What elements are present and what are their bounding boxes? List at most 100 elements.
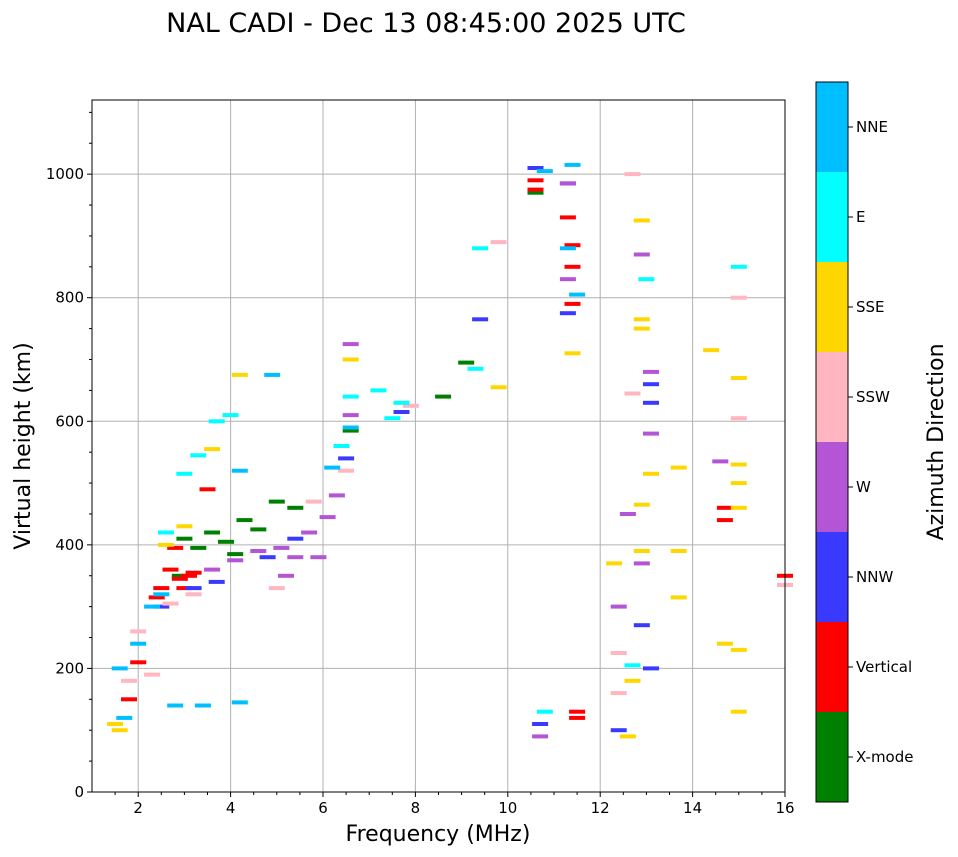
data-point-nne [167, 703, 184, 708]
data-point-x-mode [458, 360, 475, 365]
data-point-ssw [162, 601, 179, 606]
data-point-ssw [610, 691, 627, 696]
colorbar-swatch [816, 82, 848, 172]
colorbar-swatch [816, 442, 848, 532]
data-point-x-mode [268, 499, 285, 504]
data-points [107, 162, 793, 739]
x-tick-label: 14 [683, 799, 702, 817]
data-point-e [190, 453, 207, 458]
data-point-sse [564, 351, 581, 356]
data-point-vertical [527, 178, 544, 183]
data-point-nne [264, 372, 281, 377]
data-point-w [559, 181, 576, 186]
data-point-x-mode [204, 530, 221, 535]
data-point-w [301, 530, 318, 535]
data-point-nne [536, 169, 553, 174]
plot-frame [91, 99, 786, 793]
data-point-x-mode [176, 536, 193, 541]
x-tick-label: 2 [133, 799, 143, 817]
data-point-nnw [287, 536, 304, 541]
data-point-nnw [527, 166, 544, 170]
data-point-w [619, 512, 636, 516]
data-point-w [328, 493, 345, 498]
data-point-nnw [338, 456, 355, 461]
colorbar-swatch [816, 172, 848, 262]
x-tick-label: 10 [498, 799, 517, 817]
x-tick-label: 6 [318, 799, 328, 817]
data-point-w [610, 604, 627, 609]
data-point-e [624, 663, 641, 668]
data-point-ssw [402, 403, 419, 408]
data-point-sse [643, 471, 659, 476]
data-point-nnw [208, 579, 225, 584]
data-point-nnw [643, 400, 659, 405]
colorbar-tick-label: NNE [856, 118, 888, 136]
data-point-w [204, 567, 221, 572]
data-point-nnw [643, 666, 659, 671]
data-point-sse [107, 722, 124, 726]
data-point-ssw [624, 172, 641, 177]
colorbar-tick-label: W [856, 478, 871, 496]
colorbar-swatch [816, 532, 848, 622]
data-point-sse [606, 561, 623, 566]
data-point-e [333, 444, 350, 448]
data-point-sse [633, 549, 650, 553]
y-tick-label: 200 [55, 659, 84, 677]
data-point-sse [730, 376, 747, 380]
data-point-sse [670, 465, 687, 470]
data-point-nnw [472, 317, 489, 322]
data-point-vertical [171, 576, 188, 581]
data-point-ssw [490, 240, 507, 245]
y-tick-label: 800 [55, 289, 84, 307]
data-point-nne [144, 604, 161, 609]
colorbar-tick-label: SSE [856, 298, 885, 316]
data-point-sse [670, 549, 687, 553]
data-point-nnw [393, 410, 410, 414]
data-point-sse [670, 595, 687, 600]
data-point-w [643, 369, 659, 374]
data-point-vertical [716, 518, 733, 523]
data-point-sse [204, 447, 221, 452]
x-tick-label: 12 [591, 799, 610, 817]
colorbar-tick-label: NNW [856, 568, 893, 586]
data-point-e [157, 530, 174, 535]
data-point-vertical [162, 567, 179, 572]
data-point-nne [569, 292, 586, 297]
data-point-sse [624, 678, 641, 683]
data-point-w [273, 545, 290, 550]
data-point-w [342, 342, 359, 347]
data-point-nne [231, 700, 248, 705]
data-point-sse [157, 542, 174, 547]
data-point-vertical [564, 264, 581, 269]
data-point-vertical [121, 697, 137, 702]
data-point-sse [633, 317, 650, 322]
data-point-sse [176, 524, 193, 529]
data-point-vertical [564, 301, 581, 306]
data-point-sse [490, 385, 507, 390]
x-tick-label: 16 [775, 799, 794, 817]
data-point-ssw [624, 391, 641, 396]
data-point-sse [730, 709, 747, 714]
data-point-x-mode [250, 527, 267, 532]
data-point-ssw [730, 416, 747, 421]
data-point-ssw [338, 468, 355, 473]
colorbar-tick-label: Vertical [856, 658, 912, 676]
data-point-e [176, 471, 193, 476]
data-point-nnw [559, 311, 576, 316]
data-point-sse [703, 348, 720, 353]
data-point-e [467, 366, 484, 371]
data-point-e [393, 400, 410, 405]
data-point-nne [111, 666, 128, 671]
x-axis-label: Frequency (MHz) [346, 822, 531, 847]
data-point-ssw [144, 672, 161, 677]
data-point-sse [633, 326, 650, 331]
data-point-x-mode [190, 545, 207, 550]
colorbar-tick-label: E [856, 208, 865, 226]
x-tick-label: 4 [226, 799, 236, 817]
data-point-ssw [268, 586, 285, 591]
data-point-sse [342, 357, 359, 362]
data-point-sse [730, 505, 747, 510]
colorbar-swatch [816, 622, 848, 712]
plot-area: 2 4 6 8 10 12 14 16 0 200 400 600 800 1000 [46, 99, 795, 817]
y-tick-label: 0 [74, 783, 84, 801]
